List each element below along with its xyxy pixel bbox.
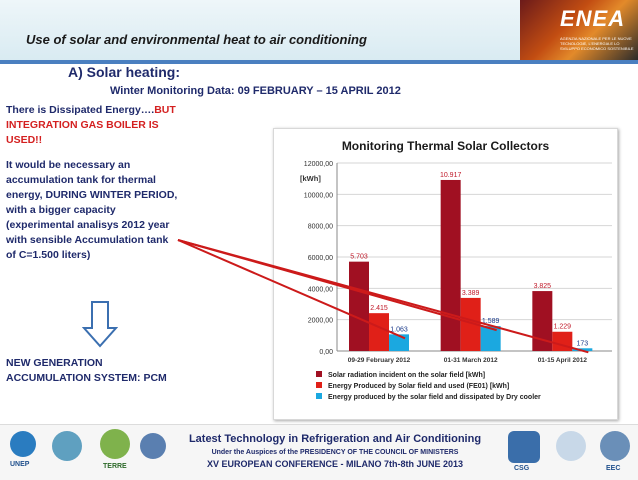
y-tick-label: 12000,00	[304, 161, 333, 168]
chart-panel: Monitoring Thermal Solar Collectors 0,00…	[273, 128, 618, 420]
bar-value-label: 1.229	[554, 324, 572, 331]
terre-label: TERRE	[103, 463, 127, 470]
y-axis-label: [kWh]	[300, 174, 321, 183]
y-tick-label: 10000,00	[304, 192, 333, 199]
y-tick-label: 2000,00	[308, 318, 333, 325]
bar-value-label: 2.415	[370, 305, 388, 312]
terre-logo-icon	[100, 429, 130, 459]
section-title: A) Solar heating:	[68, 64, 181, 80]
eec-logo-icon	[600, 431, 630, 461]
down-arrow-icon	[82, 301, 118, 348]
legend-label: Energy produced by the solar field and d…	[328, 394, 541, 401]
y-tick-label: 6000,00	[308, 255, 333, 262]
dissipated-energy-red: BUT INTEGRATION GAS BOILER IS USED!!	[6, 104, 176, 146]
pcm-text: NEW GENERATION ACCUMULATION SYSTEM: PCM	[6, 357, 167, 384]
globe-logo-icon	[52, 431, 82, 461]
enea-logo-subtext: AGENZIA NAZIONALE PER LE NUOVE TECNOLOGI…	[560, 36, 634, 51]
dissipated-energy-normal: There is Dissipated Energy….	[6, 104, 155, 116]
y-tick-label: 8000,00	[308, 224, 333, 231]
legend-swatch	[316, 393, 322, 399]
bar	[532, 291, 553, 351]
x-tick-label: 09-29 February 2012	[348, 357, 411, 364]
legend-swatch	[316, 371, 322, 377]
footer-line-1: Latest Technology in Refrigeration and A…	[188, 433, 482, 445]
csg-logo-icon	[508, 431, 540, 463]
dissipated-energy-text: There is Dissipated Energy….BUT INTEGRAT…	[6, 103, 181, 148]
unep-logo-icon	[10, 431, 36, 457]
bar	[480, 326, 501, 351]
enea-logo	[520, 0, 638, 60]
bar-value-label: 10.917	[440, 172, 462, 179]
bar	[440, 179, 461, 351]
emblem-logo-icon	[556, 431, 586, 461]
section-subtitle: Winter Monitoring Data: 09 FEBRUARY – 15…	[110, 85, 401, 97]
enea-logo-text: ENEA	[560, 6, 626, 31]
x-tick-label: 01-31 March 2012	[444, 357, 498, 364]
bar-value-label: 1.063	[390, 326, 408, 333]
bar-value-label: 1.589	[482, 318, 500, 325]
eec-label: EEC	[606, 465, 621, 472]
left-text-block: There is Dissipated Energy….BUT INTEGRAT…	[6, 103, 181, 273]
accumulation-tank-text: It would be necessary an accumulation ta…	[6, 159, 178, 261]
bar-value-label: 173	[576, 340, 588, 347]
y-tick-label: 0,00	[319, 349, 333, 356]
footer-line-2: Under the Auspices of the PRESIDENCY OF …	[211, 449, 459, 456]
footer-line-3: XV EUROPEAN CONFERENCE - MILANO 7th-8th …	[206, 459, 464, 469]
bar	[369, 313, 389, 351]
chart-title: Monitoring Thermal Solar Collectors	[341, 139, 550, 153]
bar-value-label: 3.825	[534, 283, 552, 290]
y-tick-label: 4000,00	[308, 286, 333, 293]
bar-value-label: 3.389	[462, 290, 480, 297]
bar	[349, 261, 369, 351]
x-tick-label: 01-15 April 2012	[538, 357, 588, 364]
bar	[552, 331, 573, 351]
bar	[389, 334, 409, 351]
bar	[460, 297, 481, 351]
seal-logo-icon	[140, 433, 166, 459]
legend-label: Energy Produced by Solar field and used …	[328, 383, 509, 390]
csg-label: CSG	[514, 465, 530, 472]
slide-title: Use of solar and environmental heat to a…	[26, 32, 367, 47]
bar-value-label: 5.703	[350, 254, 368, 261]
legend-label: Solar radiation incident on the solar fi…	[328, 372, 485, 379]
footer-banner: UNEP TERRE Latest Technology in Refriger…	[0, 424, 638, 480]
unep-label: UNEP	[10, 461, 30, 468]
header-divider	[0, 60, 638, 64]
legend-swatch	[316, 382, 322, 388]
bar	[572, 348, 593, 351]
bar-chart: 0,00 2000,00 4000,00 6000,00 8000,00 10000,00…	[300, 161, 612, 401]
